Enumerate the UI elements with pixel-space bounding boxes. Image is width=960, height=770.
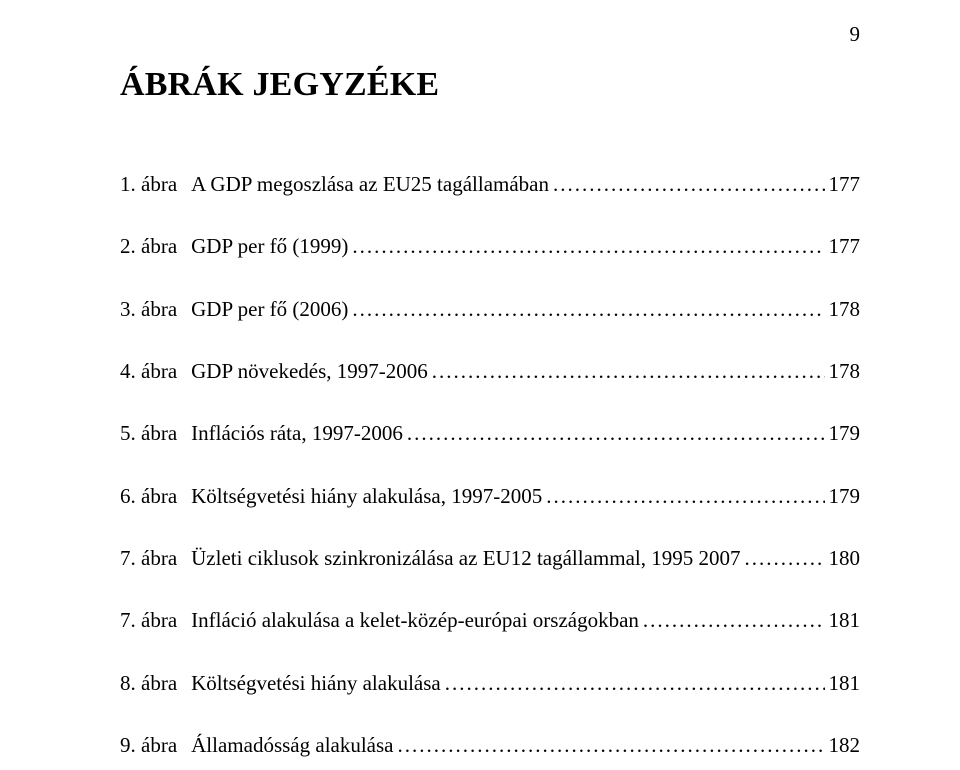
toc-entry: 2. ábraGDP per fő (1999)................… xyxy=(120,232,860,260)
toc-entry-label: Költségvetési hiány alakulása xyxy=(191,669,441,697)
toc-entry-label: Költségvetési hiány alakulása, 1997-2005 xyxy=(191,482,542,510)
toc-entry-number: 5. ábra xyxy=(120,419,191,447)
toc-entry: 1. ábraA GDP megoszlása az EU25 tagállam… xyxy=(120,170,860,198)
toc-entry-page: 179 xyxy=(825,419,861,447)
toc-entry-page: 181 xyxy=(825,669,861,697)
toc-entry-label: Infláció alakulása a kelet-közép-európai… xyxy=(191,606,639,634)
toc-entry-label: GDP per fő (2006) xyxy=(191,295,348,323)
toc-entry-page: 177 xyxy=(825,170,861,198)
toc-entry-page: 178 xyxy=(825,295,861,323)
toc-dot-leader: ........................................… xyxy=(549,170,824,198)
toc-entry-page: 177 xyxy=(825,232,861,260)
toc-dot-leader: ........................................… xyxy=(428,357,825,385)
toc-entry: 3. ábraGDP per fő (2006)................… xyxy=(120,295,860,323)
toc-dot-leader: ........................................… xyxy=(394,731,825,759)
document-page: 9 ÁBRÁK JEGYZÉKE 1. ábraA GDP megoszlása… xyxy=(0,0,960,770)
page-number: 9 xyxy=(850,22,861,47)
toc-entry-number: 7. ábra xyxy=(120,544,191,572)
toc-entry-page: 182 xyxy=(825,731,861,759)
toc-dot-leader: ........................................… xyxy=(441,669,825,697)
toc-entry-label: A GDP megoszlása az EU25 tagállamában xyxy=(191,170,549,198)
toc-dot-leader: ........................................… xyxy=(542,482,824,510)
toc-entry-number: 3. ábra xyxy=(120,295,191,323)
toc-entry-page: 180 xyxy=(825,544,861,572)
figure-list: 1. ábraA GDP megoszlása az EU25 tagállam… xyxy=(120,170,860,759)
toc-dot-leader: ........................................… xyxy=(348,295,824,323)
toc-dot-leader: ........................................… xyxy=(639,606,825,634)
toc-entry-number: 1. ábra xyxy=(120,170,191,198)
toc-entry-number: 4. ábra xyxy=(120,357,191,385)
toc-entry-label: GDP per fő (1999) xyxy=(191,232,348,260)
toc-entry-number: 2. ábra xyxy=(120,232,191,260)
toc-entry-number: 7. ábra xyxy=(120,606,191,634)
toc-entry: 7. ábraÜzleti ciklusok szinkronizálása a… xyxy=(120,544,860,572)
toc-entry-number: 6. ábra xyxy=(120,482,191,510)
toc-entry-label: Államadósság alakulása xyxy=(191,731,393,759)
toc-entry: 8. ábraKöltségvetési hiány alakulása....… xyxy=(120,669,860,697)
page-title: ÁBRÁK JEGYZÉKE xyxy=(120,66,860,104)
toc-entry: 4. ábraGDP növekedés, 1997-2006.........… xyxy=(120,357,860,385)
toc-entry-number: 9. ábra xyxy=(120,731,191,759)
toc-dot-leader: ........................................… xyxy=(403,419,825,447)
toc-entry: 7. ábraInfláció alakulása a kelet-közép-… xyxy=(120,606,860,634)
toc-entry-page: 179 xyxy=(825,482,861,510)
toc-entry: 9. ábraÁllamadósság alakulása...........… xyxy=(120,731,860,759)
toc-entry-label: GDP növekedés, 1997-2006 xyxy=(191,357,428,385)
toc-dot-leader: ........................................… xyxy=(348,232,824,260)
toc-entry-number: 8. ábra xyxy=(120,669,191,697)
toc-dot-leader: ........................................… xyxy=(740,544,824,572)
toc-entry-label: Üzleti ciklusok szinkronizálása az EU12 … xyxy=(191,544,740,572)
toc-entry-label: Inflációs ráta, 1997-2006 xyxy=(191,419,403,447)
toc-entry-page: 181 xyxy=(825,606,861,634)
toc-entry-page: 178 xyxy=(825,357,861,385)
toc-entry: 6. ábraKöltségvetési hiány alakulása, 19… xyxy=(120,482,860,510)
toc-entry: 5. ábraInflációs ráta, 1997-2006........… xyxy=(120,419,860,447)
